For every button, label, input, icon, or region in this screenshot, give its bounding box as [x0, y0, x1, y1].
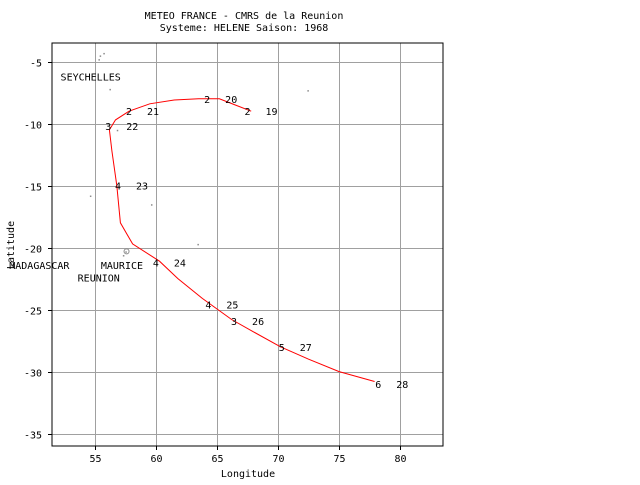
day-label: 19 [266, 107, 278, 118]
island-speck [307, 90, 309, 92]
island-speck [99, 55, 102, 57]
intensity-label: 4 [205, 301, 211, 312]
day-label: 20 [225, 95, 237, 106]
place-label: MAURICE [101, 261, 143, 272]
day-label: 27 [300, 343, 312, 354]
intensity-label: 6 [375, 380, 381, 391]
intensity-label: 2 [126, 107, 132, 118]
intensity-label: 4 [115, 182, 121, 193]
day-label: 28 [396, 380, 408, 391]
cyclone-track [108, 98, 375, 382]
intensity-label: 2 [204, 95, 210, 106]
day-label: 24 [174, 258, 186, 269]
x-tick-label: 80 [394, 454, 406, 465]
x-tick-label: 60 [150, 454, 162, 465]
x-tick-label: 75 [333, 454, 345, 465]
day-label: 25 [226, 301, 238, 312]
map-subtitle: Systeme: HELENE Saison: 1968 [160, 23, 329, 34]
island-outline [123, 248, 130, 255]
place-label: SEYCHELLES [61, 72, 121, 83]
map-frame [51, 42, 444, 447]
y-tick-label: -35 [24, 431, 42, 442]
island-speck [89, 195, 92, 198]
day-label: 26 [252, 317, 264, 328]
axis-ticks: 55 60 65 70 75 80-5-10-15-20-25-30-35 [24, 59, 407, 466]
y-tick-label: -15 [24, 183, 42, 194]
island-speck [150, 204, 153, 206]
island-specks [89, 52, 309, 257]
x-tick-label: 70 [272, 454, 284, 465]
y-tick-label: -10 [24, 121, 42, 132]
y-axis-label: Latitude [6, 221, 17, 269]
grid-lines [52, 43, 443, 446]
day-label: 21 [147, 107, 159, 118]
track-positions: 2 19 2 20 2 21 3 22 4 23 4 24 4 25 3 26 5 27 6 28 [105, 95, 408, 391]
map-title: METEO FRANCE - CMRS de la Reunion [145, 11, 344, 22]
island-speck [122, 255, 125, 257]
intensity-label: 3 [231, 317, 237, 328]
island-speck [103, 52, 105, 55]
y-tick-label: -25 [24, 307, 42, 318]
intensity-label: 2 [244, 107, 250, 118]
intensity-label: 3 [105, 122, 111, 133]
intensity-label: 4 [153, 258, 159, 269]
y-tick-label: -5 [30, 59, 42, 70]
island-speck [98, 59, 100, 61]
x-tick-label: 65 [211, 454, 223, 465]
intensity-label: 5 [279, 343, 285, 354]
place-label: REUNION [78, 273, 120, 284]
y-tick-label: -30 [24, 369, 42, 380]
y-tick-label: -20 [24, 245, 42, 256]
day-label: 23 [136, 182, 148, 193]
island-speck [125, 251, 127, 253]
island-speck [116, 129, 119, 132]
day-label: 22 [126, 122, 138, 133]
x-axis-label: Longitude [221, 469, 275, 480]
x-tick-label: 55 [89, 454, 101, 465]
place-label: MADAGASCAR [9, 261, 70, 272]
island-speck [197, 243, 199, 246]
island-speck [109, 88, 111, 91]
